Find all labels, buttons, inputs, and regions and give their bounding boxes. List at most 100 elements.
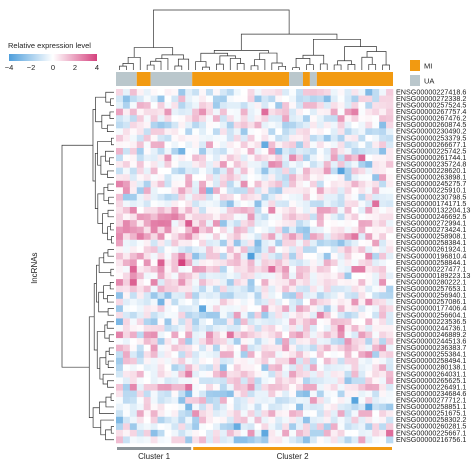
heatmap-cell xyxy=(122,141,131,149)
heatmap-cell xyxy=(261,331,269,339)
heatmap-cell xyxy=(233,397,241,404)
heatmap-cell xyxy=(275,174,283,182)
heatmap-cell xyxy=(164,95,172,103)
heatmap-cell xyxy=(116,259,124,267)
heatmap-cell xyxy=(192,95,200,103)
heatmap-cell xyxy=(386,305,394,313)
dendrogram-branch xyxy=(150,60,162,70)
heatmap-cell xyxy=(372,128,380,136)
heatmap-cell xyxy=(379,377,387,385)
heatmap-cell xyxy=(143,180,151,188)
heatmap-cell xyxy=(358,266,366,273)
heatmap-cell xyxy=(143,259,151,267)
heatmap-cell xyxy=(289,148,297,155)
heatmap-cell xyxy=(282,180,290,188)
heatmap-cell xyxy=(316,167,325,175)
heatmap-cell xyxy=(206,180,214,188)
heatmap-cell xyxy=(289,108,297,116)
heatmap-cell xyxy=(254,252,262,260)
heatmap-cell xyxy=(351,416,359,424)
heatmap-cell xyxy=(212,410,221,418)
heatmap-cell xyxy=(178,220,186,227)
heatmap-cell xyxy=(358,121,366,129)
heatmap-cell xyxy=(212,246,221,254)
heatmap-cell xyxy=(192,272,200,280)
heatmap-cell xyxy=(330,154,338,162)
dendrogram-branch xyxy=(108,196,114,205)
heatmap-cell xyxy=(226,95,235,103)
heatmap-cell xyxy=(212,148,221,155)
heatmap-cell xyxy=(143,239,151,247)
heatmap-cell xyxy=(254,272,262,280)
heatmap-cell xyxy=(212,298,221,306)
heatmap-cell xyxy=(254,239,262,247)
dendrogram-branch xyxy=(105,429,114,441)
heatmap-cell xyxy=(309,213,318,221)
dendrogram-branch xyxy=(236,63,245,70)
heatmap-cell xyxy=(150,285,158,293)
heatmap-cell xyxy=(129,403,138,411)
heatmap-cell xyxy=(351,364,359,372)
heatmap-cell xyxy=(206,108,214,116)
heatmap-cell xyxy=(129,364,138,372)
heatmap-cell xyxy=(171,193,179,201)
heatmap-cell xyxy=(212,370,221,378)
heatmap-cell xyxy=(316,246,325,254)
heatmap-cell xyxy=(157,410,165,418)
heatmap-cell xyxy=(261,384,269,391)
heatmap-cell xyxy=(302,220,311,227)
heatmap-cell xyxy=(226,266,235,273)
heatmap-cell xyxy=(178,174,186,182)
heatmap-cell xyxy=(178,141,186,149)
heatmap-cell xyxy=(185,161,193,168)
heatmap-cell xyxy=(372,357,380,365)
heatmap-cell xyxy=(185,384,193,391)
heatmap-cell xyxy=(171,285,179,293)
heatmap-cell xyxy=(247,338,255,345)
heatmap-cell xyxy=(337,233,345,241)
heatmap-cell xyxy=(379,108,387,116)
heatmap-cell xyxy=(316,89,325,96)
heatmap-cell xyxy=(164,377,172,385)
heatmap-cell xyxy=(150,134,158,142)
heatmap-cell xyxy=(289,318,297,326)
heatmap-cell xyxy=(323,364,331,372)
heatmap-cell xyxy=(136,121,144,129)
heatmap-cell xyxy=(358,331,366,339)
heatmap-cell xyxy=(289,128,297,136)
heatmap-cell xyxy=(143,121,151,129)
heatmap-cell xyxy=(122,338,131,345)
heatmap-cell xyxy=(122,161,131,168)
heatmap-cell xyxy=(261,410,269,418)
heatmap-cell xyxy=(309,89,318,96)
row-label: ENSG00000272994.1 xyxy=(396,218,466,227)
heatmap-cell xyxy=(330,89,338,96)
heatmap-cell xyxy=(199,167,207,175)
heatmap-cell xyxy=(226,89,235,96)
heatmap-cell xyxy=(171,187,179,195)
heatmap-cell xyxy=(240,233,248,241)
heatmap-cell xyxy=(344,370,352,378)
heatmap-cell xyxy=(358,193,366,201)
dendrogram-branch xyxy=(110,98,114,106)
heatmap-cell xyxy=(164,233,172,241)
heatmap-cell xyxy=(171,390,179,398)
heatmap-cell xyxy=(351,292,359,300)
heatmap-cell xyxy=(372,279,380,286)
heatmap-cell xyxy=(185,298,193,306)
heatmap-cell xyxy=(254,128,262,136)
heatmap-cell xyxy=(233,246,241,254)
color-scale-legend: Relative expression level −4 −2 0 2 4 xyxy=(5,41,99,72)
heatmap-cell xyxy=(358,200,366,208)
heatmap-cell xyxy=(372,325,380,332)
heatmap-cell xyxy=(171,121,179,129)
row-label: ENSG00000234684.6 xyxy=(396,389,466,398)
heatmap-cell xyxy=(136,410,144,418)
heatmap-cell xyxy=(206,213,214,221)
heatmap-cell xyxy=(330,134,338,142)
heatmap-cell xyxy=(316,187,325,195)
heatmap-cell xyxy=(254,108,262,116)
heatmap-cell xyxy=(116,207,124,214)
heatmap-cell xyxy=(358,220,366,227)
heatmap-cell xyxy=(275,351,283,359)
